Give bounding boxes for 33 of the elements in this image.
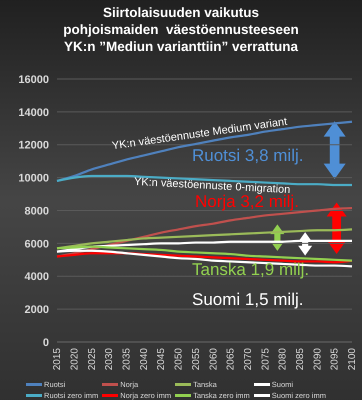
x-tick-label: 2080: [278, 348, 289, 370]
y-tick-label: 2000: [24, 304, 49, 316]
x-tick-label: 2055: [190, 348, 202, 370]
x-tick-label: 2065: [226, 348, 237, 370]
y-tick-label: 0: [42, 336, 49, 349]
x-tick-label: 2100: [347, 348, 358, 370]
x-tick-label: 2045: [156, 348, 168, 370]
y-tick-label: 12000: [18, 140, 49, 152]
x-tick-label: 2040: [138, 348, 150, 370]
x-tick-label: 2060: [208, 348, 220, 370]
y-tick-label: 10000: [18, 172, 49, 185]
line-series: [56, 252, 354, 264]
annotation: Suomi 1,5 milj.: [192, 290, 304, 309]
y-tick-label: 6000: [24, 238, 49, 250]
x-tick-label: 2075: [260, 348, 272, 370]
x-tick-label: 2090: [312, 348, 324, 370]
x-tick-label: 2095: [330, 348, 341, 370]
x-tick-label: 2015: [52, 348, 64, 370]
x-tick-label: 2025: [86, 348, 98, 370]
annotation: Ruotsi 3,8 milj.: [192, 146, 304, 165]
y-tick-label: 16000: [18, 74, 49, 86]
x-tick-label: 2030: [104, 348, 116, 370]
line-series: [56, 246, 354, 262]
x-tick-label: 2020: [69, 348, 80, 370]
chart-title: Siirtolaisuuden vaikutus pohjoismaiden väestöennusteeseen YK:n ”Mediun varianttiin” verrattuna: [62, 4, 300, 55]
x-tick-label: 2085: [295, 348, 306, 370]
x-tick-label: 2070: [242, 348, 254, 370]
y-tick-label: 8000: [24, 205, 49, 218]
x-tick-label: 2050: [174, 348, 185, 370]
y-tick-label: 14000: [18, 106, 49, 119]
annotation: Tanska 1,9 milj.: [192, 260, 310, 279]
x-tick-label: 2035: [122, 348, 133, 370]
y-tick-label: 4000: [24, 271, 49, 284]
